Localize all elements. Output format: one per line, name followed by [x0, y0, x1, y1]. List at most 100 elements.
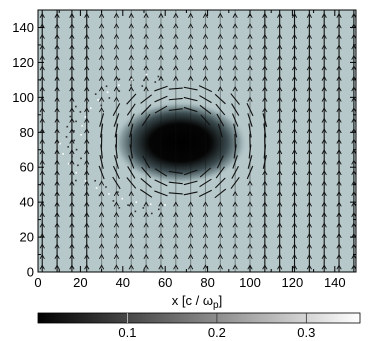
- arrow-head: [84, 117, 90, 123]
- swirl-arrow: [168, 97, 183, 101]
- arrow-head: [69, 243, 75, 249]
- arrow-head: [69, 264, 75, 270]
- arrow-head: [232, 190, 238, 197]
- swirl-arrow: [198, 85, 213, 93]
- arrow-head: [336, 12, 342, 18]
- noise-speck: [62, 153, 64, 155]
- swirl-arrow: [199, 95, 212, 104]
- y-tick-label: 0: [27, 265, 34, 280]
- arrow-head: [306, 86, 312, 92]
- noise-speck: [73, 130, 75, 132]
- arrow-head: [336, 138, 342, 144]
- arrow-head: [69, 54, 75, 60]
- arrow-head: [128, 12, 134, 18]
- arrow-head: [69, 44, 75, 50]
- arrow-head: [291, 12, 298, 18]
- swirl-arrow: [113, 155, 119, 169]
- arrow-head: [158, 65, 164, 71]
- arrow-head: [277, 211, 283, 218]
- arrow-head: [291, 180, 298, 186]
- arrow-head: [217, 232, 223, 239]
- arrow-head: [84, 12, 90, 18]
- arrow-head: [99, 190, 105, 197]
- arrow-head: [277, 107, 283, 113]
- arrow-head: [99, 33, 105, 39]
- arrow-head: [217, 222, 223, 228]
- arrow-head: [188, 211, 194, 218]
- arrow-head: [39, 23, 45, 29]
- swirl-arrow: [99, 155, 104, 169]
- arrow-head: [158, 232, 164, 239]
- noise-speck: [94, 179, 96, 182]
- arrow-head: [128, 190, 134, 197]
- arrow-head: [54, 54, 60, 60]
- arrow-head: [247, 201, 253, 207]
- arrow-head: [321, 211, 327, 218]
- arrow-head: [306, 253, 312, 259]
- arrow-head: [306, 54, 312, 60]
- noise-speck: [59, 142, 61, 145]
- arrow-head: [306, 75, 312, 81]
- arrow-head: [84, 96, 90, 102]
- swirl-arrow: [168, 170, 183, 174]
- arrow-head: [351, 211, 356, 218]
- arrow-head: [247, 54, 253, 60]
- arrow-head: [247, 65, 253, 71]
- arrow-head: [39, 54, 45, 60]
- arrow-head: [54, 12, 60, 18]
- arrow-head: [291, 222, 298, 228]
- arrow-head: [128, 232, 134, 239]
- arrow-head: [188, 33, 194, 39]
- arrow-head: [173, 12, 179, 18]
- arrow-head: [188, 201, 194, 207]
- arrow-head: [188, 54, 194, 60]
- arrow-head: [336, 117, 342, 123]
- arrow-head: [336, 211, 342, 218]
- arrow-head: [247, 232, 253, 239]
- arrow-head: [306, 149, 312, 155]
- swirl-arrow: [216, 155, 224, 169]
- arrow-head: [69, 232, 75, 239]
- vector-field: [39, 10, 356, 272]
- colorbar-gradient: [37, 312, 361, 324]
- arrow-head: [321, 33, 327, 39]
- arrow-head: [54, 253, 60, 259]
- arrow-head: [217, 253, 223, 259]
- arrow-head: [128, 44, 134, 50]
- arrow-head: [321, 138, 327, 144]
- noise-speck: [134, 210, 137, 213]
- arrow-head: [69, 222, 75, 228]
- arrow-head: [277, 75, 283, 81]
- arrow-head: [113, 96, 120, 102]
- arrow-head: [336, 128, 342, 134]
- arrow-head: [39, 170, 45, 176]
- noise-speck: [75, 148, 78, 151]
- x-axis-label-main: x [c / ω: [172, 293, 213, 308]
- x-axis-label: x [c / ωp]: [172, 293, 222, 311]
- swirl-arrow: [214, 93, 226, 105]
- colorbar-tick-label: 0.1: [118, 325, 136, 340]
- noise-speck: [131, 78, 133, 81]
- arrow-head: [321, 253, 327, 259]
- arrow-head: [351, 232, 356, 239]
- arrow-head: [277, 190, 283, 197]
- arrow-head: [306, 222, 312, 228]
- swirl-arrow: [183, 96, 198, 102]
- arrow-head: [39, 107, 45, 113]
- swirl-arrow: [114, 123, 119, 138]
- swirl-arrow: [154, 85, 168, 92]
- arrow-head: [188, 222, 194, 228]
- noise-speck: [121, 197, 124, 200]
- arrow-head: [351, 190, 356, 197]
- arrow-head: [69, 253, 75, 259]
- arrow-head: [277, 128, 283, 134]
- arrow-head: [158, 75, 164, 81]
- noise-speck: [118, 207, 121, 209]
- arrow-head: [39, 180, 45, 186]
- arrow-head: [54, 170, 60, 176]
- arrow-head: [173, 243, 179, 249]
- arrow-head: [202, 243, 209, 249]
- x-tick-label: 100: [239, 275, 261, 290]
- arrow-head: [351, 243, 356, 249]
- swirl-arrow: [183, 191, 198, 196]
